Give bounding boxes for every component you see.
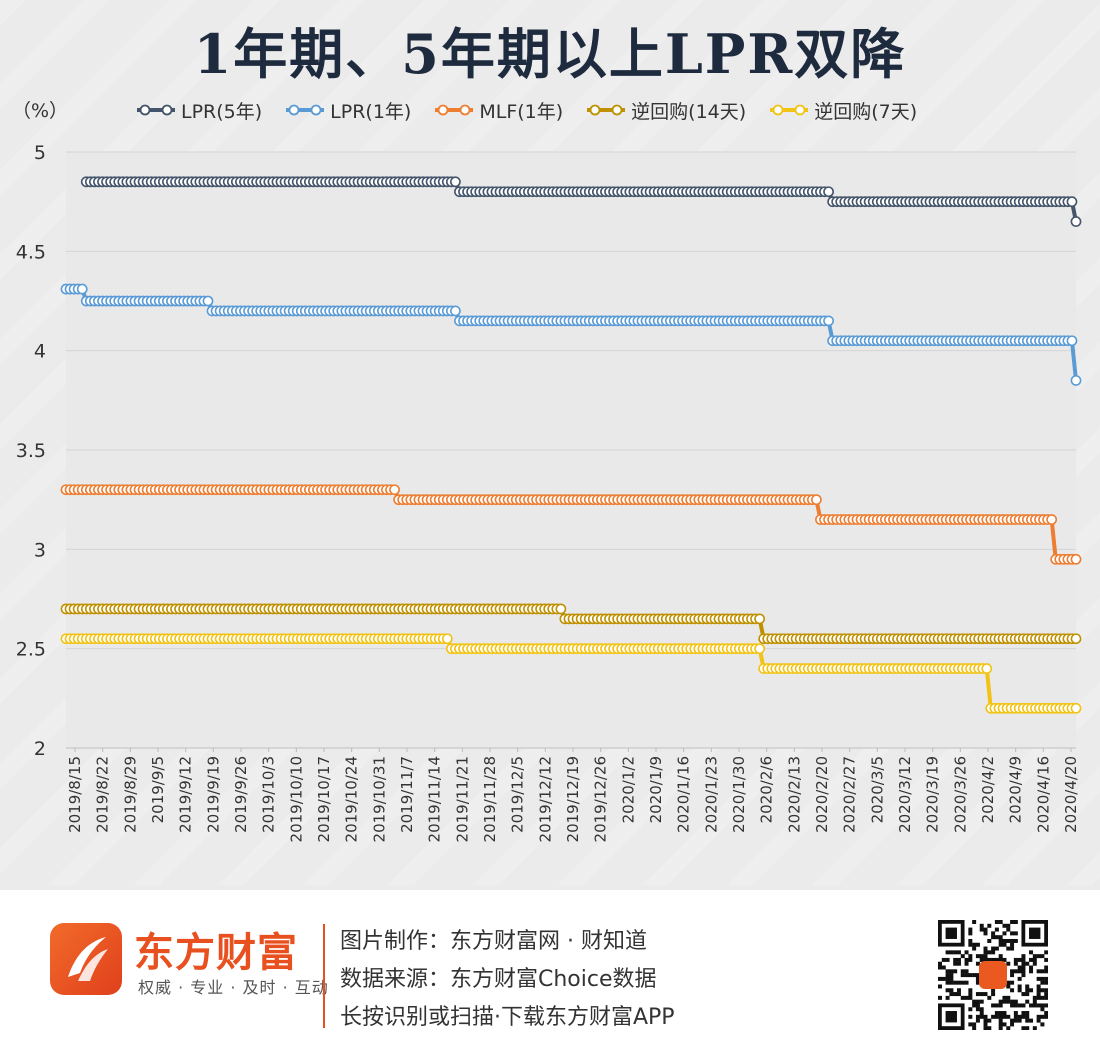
x-tick-label: 2020/3/12 bbox=[896, 756, 914, 833]
chart-title: 1年期、5年期以上LPR双降 bbox=[193, 22, 907, 86]
x-tick-label: 2019/11/7 bbox=[398, 756, 416, 833]
data-point bbox=[555, 603, 567, 615]
data-point bbox=[449, 305, 461, 317]
series-LPR(1年) bbox=[60, 283, 1082, 386]
x-tick-label: 2019/10/10 bbox=[287, 756, 305, 842]
qr-code-icon[interactable] bbox=[938, 920, 1049, 1031]
x-tick-label: 2019/8/29 bbox=[121, 756, 139, 833]
brand-name: 东方财富 bbox=[134, 930, 298, 976]
x-tick-label: 2020/1/23 bbox=[702, 756, 720, 833]
data-point bbox=[1070, 216, 1082, 227]
footer-divider bbox=[323, 924, 325, 1028]
legend-item: MLF(1年) bbox=[433, 97, 563, 124]
legend-label: LPR(5年) bbox=[181, 100, 263, 123]
legend-item: LPR(1年) bbox=[284, 97, 411, 124]
x-tick-label: 2020/1/9 bbox=[647, 756, 665, 823]
series-逆回购(14天) bbox=[60, 603, 1082, 645]
x-tick-label: 2020/2/6 bbox=[758, 756, 776, 823]
x-tick-label: 2020/1/2 bbox=[619, 756, 637, 823]
y-tick-label: 3 bbox=[34, 539, 46, 561]
data-point bbox=[823, 315, 834, 327]
legend-label: MLF(1年) bbox=[479, 100, 564, 123]
x-tick-label: 2019/10/24 bbox=[343, 756, 361, 842]
legend-swatch bbox=[137, 104, 175, 116]
data-point bbox=[981, 663, 993, 674]
legend-item: LPR(5年) bbox=[135, 97, 262, 124]
data-point bbox=[754, 613, 766, 625]
data-point bbox=[76, 283, 88, 295]
x-tick-label: 2020/3/26 bbox=[951, 756, 969, 833]
y-tick-label: 3.5 bbox=[16, 440, 46, 462]
x-tick-label: 2019/9/26 bbox=[232, 756, 250, 833]
x-tick-label: 2019/12/26 bbox=[592, 756, 610, 842]
data-point bbox=[1066, 335, 1078, 347]
data-point bbox=[1070, 553, 1082, 565]
x-tick-label: 2019/11/28 bbox=[481, 756, 499, 842]
x-tick-label: 2020/4/2 bbox=[979, 756, 997, 823]
footer: 东方财富 权威 · 专业 · 及时 · 互动 图片制作：东方财富网 · 财知道 … bbox=[0, 890, 1100, 1060]
source-line: 数据来源：东方财富Choice数据 bbox=[340, 967, 657, 992]
x-tick-label: 2020/4/9 bbox=[1007, 756, 1025, 823]
series-MLF(1年) bbox=[60, 484, 1082, 565]
line-chart: 2 2.5 3 3.5 4 4.5 5 2019/8/15 2019/8/22 2019/8/29… bbox=[16, 142, 1082, 842]
legend-swatch bbox=[770, 104, 809, 116]
legend-item: 逆回购(7天) bbox=[768, 97, 917, 124]
chart-legend: LPR(5年) LPR(1年) MLF(1年) 逆回购(14天) 逆回购(7天) bbox=[135, 96, 917, 124]
x-tick-label: 2019/8/22 bbox=[94, 756, 112, 833]
x-tick-label: 2019/10/3 bbox=[260, 756, 278, 833]
x-tick-label: 2020/1/16 bbox=[675, 756, 693, 833]
x-tick-label: 2020/4/16 bbox=[1034, 756, 1052, 833]
x-tick-label: 2019/10/17 bbox=[315, 756, 333, 842]
legend-label: LPR(1年) bbox=[330, 100, 412, 123]
legend-swatch bbox=[286, 104, 325, 116]
x-tick-label: 2019/9/12 bbox=[177, 756, 195, 833]
y-tick-label: 4.5 bbox=[16, 241, 46, 263]
legend-swatch bbox=[587, 104, 626, 116]
data-point bbox=[1070, 375, 1082, 386]
data-point bbox=[449, 176, 461, 188]
legend-label: 逆回购(7天) bbox=[814, 100, 918, 123]
data-point bbox=[441, 633, 453, 645]
legend-swatch bbox=[435, 104, 474, 116]
data-point bbox=[1066, 196, 1078, 208]
x-tick-label: 2020/3/19 bbox=[924, 756, 942, 833]
x-tick-label: 2019/10/31 bbox=[370, 756, 388, 842]
x-tick-label: 2019/9/19 bbox=[204, 756, 222, 833]
y-tick-label: 2 bbox=[34, 738, 46, 760]
eastmoney-logo-icon bbox=[50, 923, 122, 995]
data-point bbox=[1070, 633, 1082, 645]
x-tick-label: 2020/4/20 bbox=[1062, 756, 1080, 833]
brand-slogan: 权威 · 专业 · 及时 · 互动 bbox=[138, 978, 329, 997]
data-point bbox=[1046, 514, 1058, 525]
legend-label: 逆回购(14天) bbox=[631, 100, 747, 123]
x-tick-label: 2019/11/21 bbox=[453, 756, 471, 842]
download-line: 长按识别或扫描·下载东方财富APP bbox=[340, 1005, 675, 1030]
x-tick-label: 2019/9/5 bbox=[149, 756, 167, 823]
x-tick-label: 2019/12/19 bbox=[564, 756, 582, 842]
series-逆回购(7天) bbox=[60, 633, 1082, 714]
data-point bbox=[1070, 702, 1082, 714]
data-point bbox=[389, 484, 400, 496]
data-point bbox=[823, 186, 834, 198]
y-tick-label: 4 bbox=[34, 341, 46, 363]
x-tick-label: 2019/11/14 bbox=[426, 756, 444, 842]
y-tick-label: 2.5 bbox=[16, 639, 46, 661]
x-tick-label: 2019/8/15 bbox=[66, 756, 84, 833]
x-tick-label: 2019/12/5 bbox=[509, 756, 527, 833]
x-tick-label: 2020/2/20 bbox=[813, 756, 831, 833]
x-tick-label: 2020/3/5 bbox=[868, 756, 886, 823]
legend-item: 逆回购(14天) bbox=[585, 97, 746, 124]
y-axis-unit-label: （%） bbox=[12, 100, 69, 122]
series-LPR(5年) bbox=[80, 176, 1082, 227]
x-tick-label: 2020/1/30 bbox=[730, 756, 748, 833]
credit-line: 图片制作：东方财富网 · 财知道 bbox=[340, 929, 647, 954]
y-tick-label: 5 bbox=[34, 142, 46, 164]
data-point bbox=[202, 295, 214, 307]
x-tick-label: 2020/2/27 bbox=[841, 756, 859, 833]
x-tick-label: 2019/12/12 bbox=[536, 756, 554, 842]
x-tick-label: 2020/2/13 bbox=[785, 756, 803, 833]
data-point bbox=[811, 494, 822, 506]
data-point bbox=[754, 643, 766, 655]
